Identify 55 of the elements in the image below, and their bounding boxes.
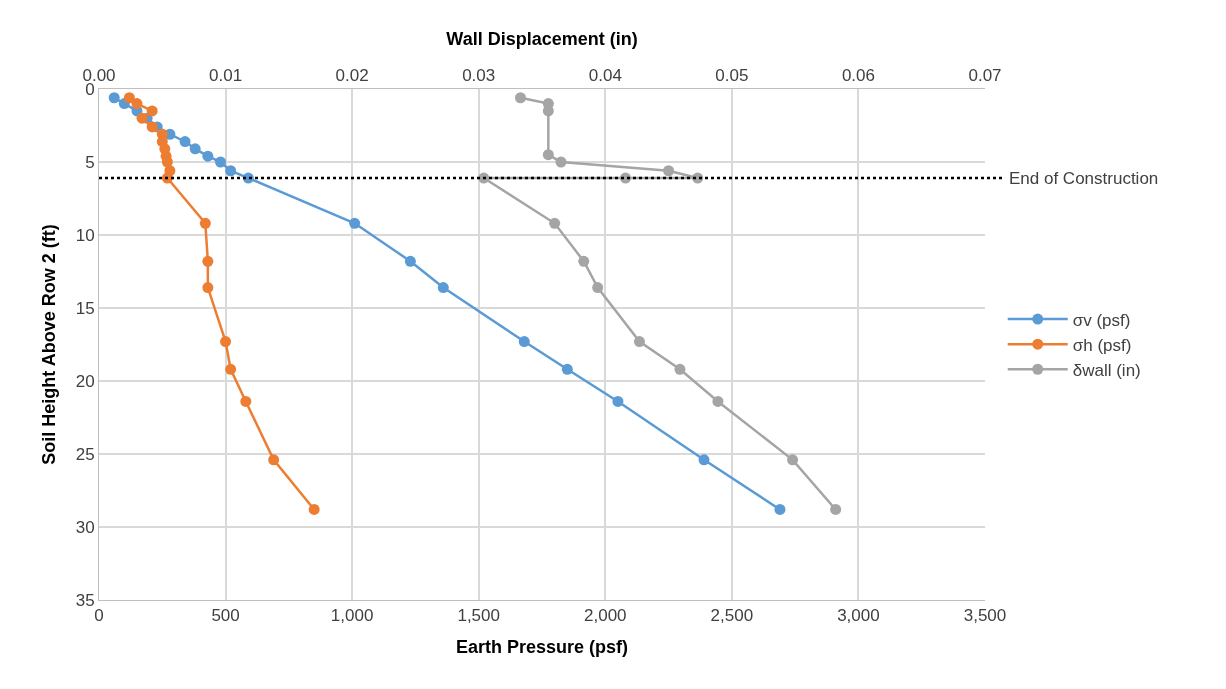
x-tick-label: 3,000 bbox=[837, 606, 880, 626]
y-tick-label: 25 bbox=[75, 444, 95, 464]
point bbox=[179, 136, 191, 148]
point bbox=[220, 336, 232, 348]
point bbox=[268, 454, 280, 466]
point bbox=[146, 121, 158, 133]
legend-label: σh (psf) bbox=[1072, 335, 1132, 355]
point bbox=[349, 217, 361, 229]
point bbox=[123, 92, 135, 104]
x2-tick-label: 0.03 bbox=[462, 66, 496, 86]
x2-tick-label: 0.07 bbox=[968, 66, 1002, 86]
point bbox=[225, 165, 237, 177]
x2-tick-label: 0.05 bbox=[715, 66, 749, 86]
point bbox=[774, 503, 786, 515]
y-tick-label: 35 bbox=[75, 590, 95, 610]
legend-label: σv (psf) bbox=[1072, 310, 1131, 330]
ref-line-label: End of Construction bbox=[1009, 169, 1159, 188]
x-tick-label: 500 bbox=[211, 606, 240, 626]
point bbox=[202, 255, 214, 267]
point bbox=[437, 282, 449, 294]
point bbox=[131, 98, 143, 110]
x2-tick-label: 0.02 bbox=[335, 66, 369, 86]
point bbox=[189, 143, 201, 155]
point bbox=[108, 92, 120, 104]
y-tick-label: 15 bbox=[75, 298, 95, 318]
point bbox=[202, 150, 214, 162]
point bbox=[308, 503, 320, 515]
x-tick-label: 2,500 bbox=[710, 606, 754, 626]
y-tick-label: 10 bbox=[75, 225, 95, 245]
point bbox=[561, 363, 573, 375]
x2-tick-label: 0.06 bbox=[841, 66, 875, 86]
x-tick-label: 2,000 bbox=[584, 606, 627, 626]
point bbox=[698, 454, 710, 466]
point bbox=[240, 395, 252, 407]
point bbox=[136, 112, 148, 124]
point bbox=[225, 363, 237, 375]
y-tick-label: 20 bbox=[75, 371, 95, 391]
point bbox=[612, 395, 624, 407]
x2-axis-title: Wall Displacement (in) bbox=[446, 29, 638, 50]
x2-tick-label: 0.01 bbox=[209, 66, 243, 86]
x-tick-label: 1,500 bbox=[457, 606, 500, 626]
point bbox=[404, 255, 416, 267]
x-tick-label: 3,500 bbox=[963, 606, 1007, 626]
y-tick-label: 5 bbox=[85, 152, 95, 172]
point bbox=[202, 282, 214, 294]
y-tick-label: 30 bbox=[75, 517, 95, 537]
x2-tick-label: 0.04 bbox=[588, 66, 622, 86]
point bbox=[518, 336, 530, 348]
y-axis-title: Soil Height Above Row 2 (ft) bbox=[38, 224, 59, 465]
point bbox=[146, 105, 158, 117]
point bbox=[215, 156, 227, 168]
x-tick-label: 1,000 bbox=[330, 606, 374, 626]
legend-label: δwall (in) bbox=[1072, 360, 1141, 380]
point bbox=[199, 217, 211, 229]
x-axis-title: Earth Pressure (psf) bbox=[455, 636, 629, 657]
